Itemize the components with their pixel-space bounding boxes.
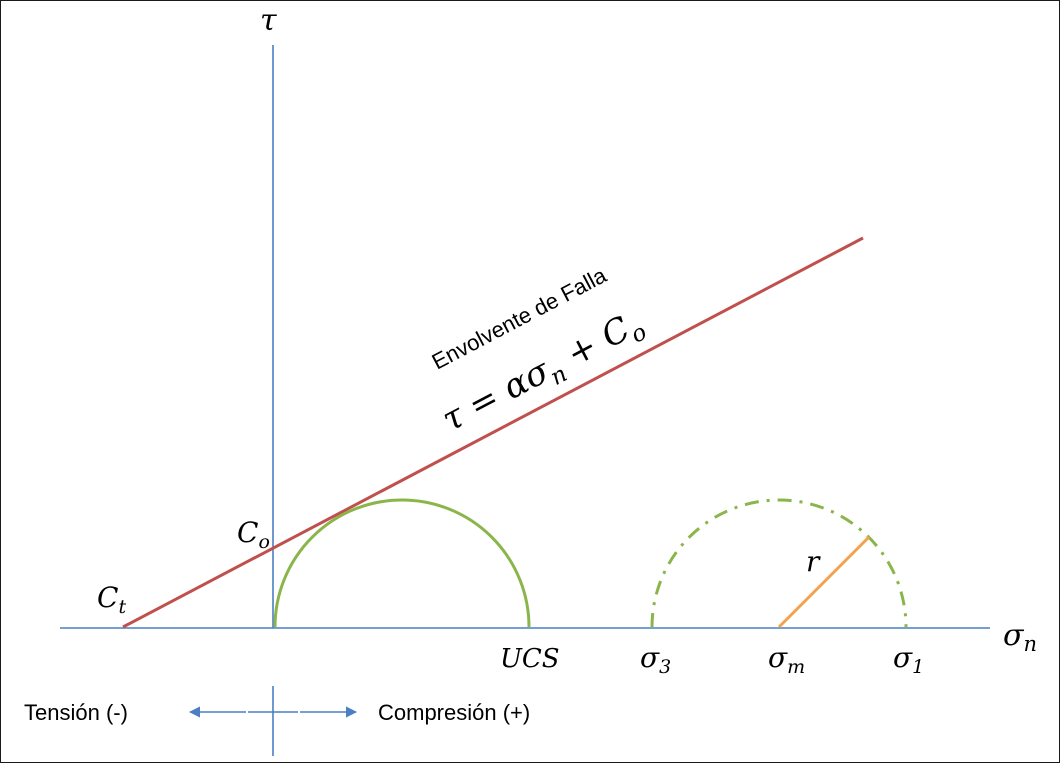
envelope-equation: τ = ασn + Co <box>436 302 652 444</box>
ucs-circle <box>273 498 531 628</box>
tension-label: Tensión (-) <box>24 700 128 725</box>
ucs-label: UCS <box>500 644 560 674</box>
c-o-label: Co <box>237 516 270 553</box>
sigma-m-label: σm <box>768 641 805 678</box>
radius-line <box>777 535 871 629</box>
compression-label: Compresión (+) <box>378 700 530 725</box>
sigma1-label: σ1 <box>893 641 924 678</box>
triaxial-circle <box>650 498 908 628</box>
tau-axis-label: τ <box>260 3 277 38</box>
sigma-n-axis-label: σn <box>1003 618 1037 656</box>
c-t-label: Ct <box>97 581 126 618</box>
failure-envelope-line <box>122 236 864 629</box>
sigma3-label: σ3 <box>640 641 671 678</box>
radius-label: r <box>806 545 821 578</box>
